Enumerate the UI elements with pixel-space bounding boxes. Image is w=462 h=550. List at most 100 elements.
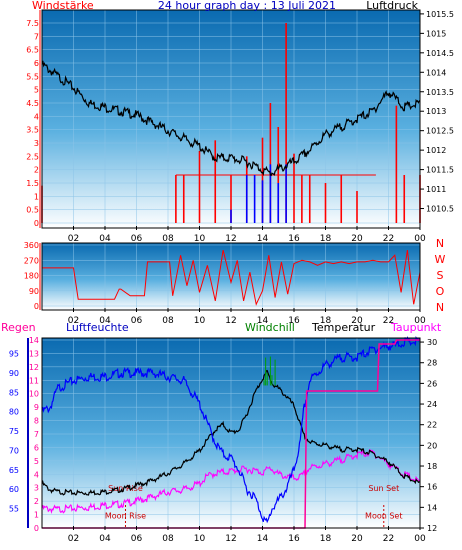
x-tick-label: 16 xyxy=(288,316,300,326)
x-tick-label: 06 xyxy=(131,534,143,544)
wind-speed-tick: 1 xyxy=(34,192,39,201)
wind-speed-bar xyxy=(356,191,358,223)
wind-gust-bar xyxy=(277,183,280,223)
pressure-tick: 1013 xyxy=(426,107,446,116)
x-tick-label: 02 xyxy=(68,234,79,244)
temperature-line xyxy=(41,369,421,496)
rain-tick: 1 xyxy=(34,511,39,520)
wind-gust-bar xyxy=(230,209,232,223)
pressure-tick: 1011.5 xyxy=(426,166,454,175)
humidity-tick: 70 xyxy=(9,446,19,455)
temperature-tick: 18 xyxy=(427,462,437,471)
wind-speed-bar xyxy=(214,140,217,223)
temperature-tick: 26 xyxy=(427,379,437,388)
temperature-tick: 28 xyxy=(427,359,437,368)
wind-speed-tick: 0 xyxy=(34,219,39,228)
x-tick-label: 18 xyxy=(320,316,332,326)
rain-tick: 5 xyxy=(34,457,39,466)
humidity-line xyxy=(41,335,421,524)
pressure-tick: 1015.5 xyxy=(426,10,454,19)
wind-direction-tick: 270 xyxy=(24,256,39,265)
humidity-tick: 60 xyxy=(9,485,19,494)
wind-speed-bar xyxy=(308,175,311,223)
humidity-tick: 65 xyxy=(9,466,19,475)
x-tick-label: 06 xyxy=(131,316,143,326)
wind-gust-bar xyxy=(253,175,256,223)
x-tick-label: 00 xyxy=(414,534,426,544)
wind-speed-tick: 5.5 xyxy=(26,72,39,81)
chart-title: 24 hour graph day : 13 Juli 2021 xyxy=(158,0,336,12)
humidity-tick: 55 xyxy=(9,505,19,514)
wind-speed-tick: 3 xyxy=(34,139,39,148)
sun-moon-markers: Sun Rise Moon Rise Sun Set Moon Set xyxy=(105,484,403,528)
rain-tick: 4 xyxy=(34,470,39,479)
compass-letter: S xyxy=(437,269,444,282)
rain-tick: 0 xyxy=(34,524,39,533)
wind-speed-bar xyxy=(230,175,232,223)
pressure-tick: 1010.5 xyxy=(426,205,454,214)
x-tick-label: 06 xyxy=(131,234,143,244)
x-tick-label: 14 xyxy=(257,316,269,326)
x-tick-label: 08 xyxy=(162,316,174,326)
x-tick-label: 22 xyxy=(383,234,394,244)
wind-gust-bars xyxy=(230,164,287,223)
dewpoint-line xyxy=(41,449,421,514)
pressure-tick: 1015 xyxy=(426,29,446,38)
temperature-tick: 22 xyxy=(427,421,437,430)
x-tick-label: 22 xyxy=(383,534,394,544)
x-tick-label: 12 xyxy=(225,316,236,326)
rain-tick: 6 xyxy=(34,443,39,452)
wind-speed-bar xyxy=(269,103,272,223)
temperature-tick: 24 xyxy=(427,400,437,409)
compass-letter: N xyxy=(436,301,444,314)
x-tick-label: 08 xyxy=(162,534,174,544)
temperature-humidity-series xyxy=(41,335,421,529)
wind-pressure-x-axis: 02 04 06 08 10 12 14 16 18 20 22 00 xyxy=(68,226,426,244)
wind-direction-tick: 360 xyxy=(24,241,39,250)
windchill-label: Windchill xyxy=(245,321,295,334)
rain-tick: 2 xyxy=(34,497,39,506)
rain-tick: 11 xyxy=(29,376,39,385)
wind-direction-axis: 0 90 180 270 360 xyxy=(24,241,41,311)
sun-moon-label: Sun Rise xyxy=(108,484,143,493)
pressure-tick: 1011 xyxy=(426,185,446,194)
x-tick-label: 00 xyxy=(414,234,426,244)
x-tick-label: 10 xyxy=(194,316,206,326)
wind-speed-tick: 5 xyxy=(34,86,39,95)
rain-tick: 14 xyxy=(29,336,39,345)
pressure-tick: 1012 xyxy=(426,146,446,155)
wind-speed-tick: 0.5 xyxy=(26,206,39,215)
wind-direction-grid xyxy=(42,243,421,310)
compass-letter: O xyxy=(436,285,445,298)
x-tick-label: 18 xyxy=(320,534,332,544)
temperature-tick: 30 xyxy=(427,338,437,347)
sun-moon-label: Moon Set xyxy=(365,511,402,520)
wind-direction-tick: 90 xyxy=(29,287,39,296)
temperature-tick: 12 xyxy=(427,524,437,533)
wind-speed-tick: 3.5 xyxy=(26,126,39,135)
wind-speed-axis: 0 0.5 1 1.5 2 2.5 3 3.5 4 4.5 5 5.5 6 6.5 7 7.5 xyxy=(26,10,41,228)
x-tick-label: 12 xyxy=(225,234,236,244)
x-tick-label: 22 xyxy=(383,316,394,326)
x-tick-label: 16 xyxy=(288,534,300,544)
wind-speed-bar xyxy=(293,153,295,223)
temperature-tick: 16 xyxy=(427,483,437,492)
rain-tick: 13 xyxy=(29,349,39,358)
pressure-tick: 1014.5 xyxy=(426,49,454,58)
rain-line xyxy=(42,339,420,529)
rain-tick: 10 xyxy=(29,390,39,399)
wind-speed-tick: 7 xyxy=(34,32,39,41)
wind-speed-bar xyxy=(403,175,406,223)
wind-speed-bar xyxy=(198,151,201,223)
sun-moon-label: Sun Set xyxy=(368,484,399,493)
wind-speed-bar xyxy=(301,175,303,223)
sun-moon-label: Moon Rise xyxy=(105,511,146,520)
x-tick-label: 08 xyxy=(162,234,174,244)
wind-speed-bar xyxy=(175,175,177,223)
humidity-tick: 90 xyxy=(9,369,19,378)
